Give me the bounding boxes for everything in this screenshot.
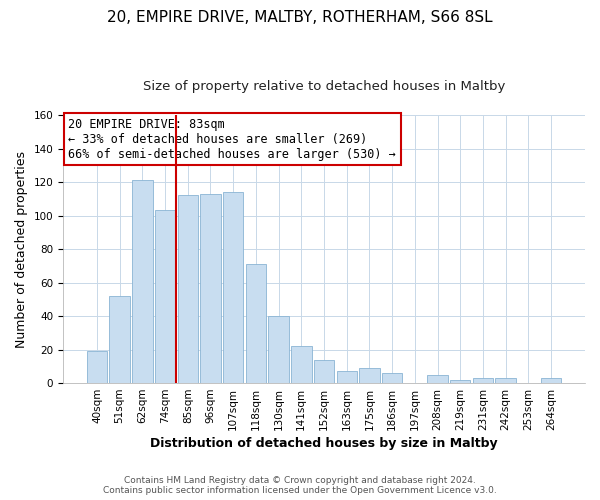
Bar [109, 296, 130, 383]
X-axis label: Distribution of detached houses by size in Maltby: Distribution of detached houses by size … [150, 437, 498, 450]
Bar [223, 192, 244, 383]
Bar [496, 378, 516, 383]
Text: 20 EMPIRE DRIVE: 83sqm
← 33% of detached houses are smaller (269)
66% of semi-de: 20 EMPIRE DRIVE: 83sqm ← 33% of detached… [68, 118, 396, 160]
Text: Contains HM Land Registry data © Crown copyright and database right 2024.
Contai: Contains HM Land Registry data © Crown c… [103, 476, 497, 495]
Bar [314, 360, 334, 383]
Bar [200, 194, 221, 383]
Bar [245, 264, 266, 383]
Bar [87, 351, 107, 383]
Bar [427, 374, 448, 383]
Bar [178, 196, 198, 383]
Bar [132, 180, 152, 383]
Bar [155, 210, 175, 383]
Bar [337, 372, 357, 383]
Title: Size of property relative to detached houses in Maltby: Size of property relative to detached ho… [143, 80, 505, 93]
Bar [473, 378, 493, 383]
Bar [268, 316, 289, 383]
Bar [541, 378, 561, 383]
Y-axis label: Number of detached properties: Number of detached properties [15, 150, 28, 348]
Bar [291, 346, 311, 383]
Bar [382, 373, 403, 383]
Bar [359, 368, 380, 383]
Text: 20, EMPIRE DRIVE, MALTBY, ROTHERHAM, S66 8SL: 20, EMPIRE DRIVE, MALTBY, ROTHERHAM, S66… [107, 10, 493, 25]
Bar [450, 380, 470, 383]
